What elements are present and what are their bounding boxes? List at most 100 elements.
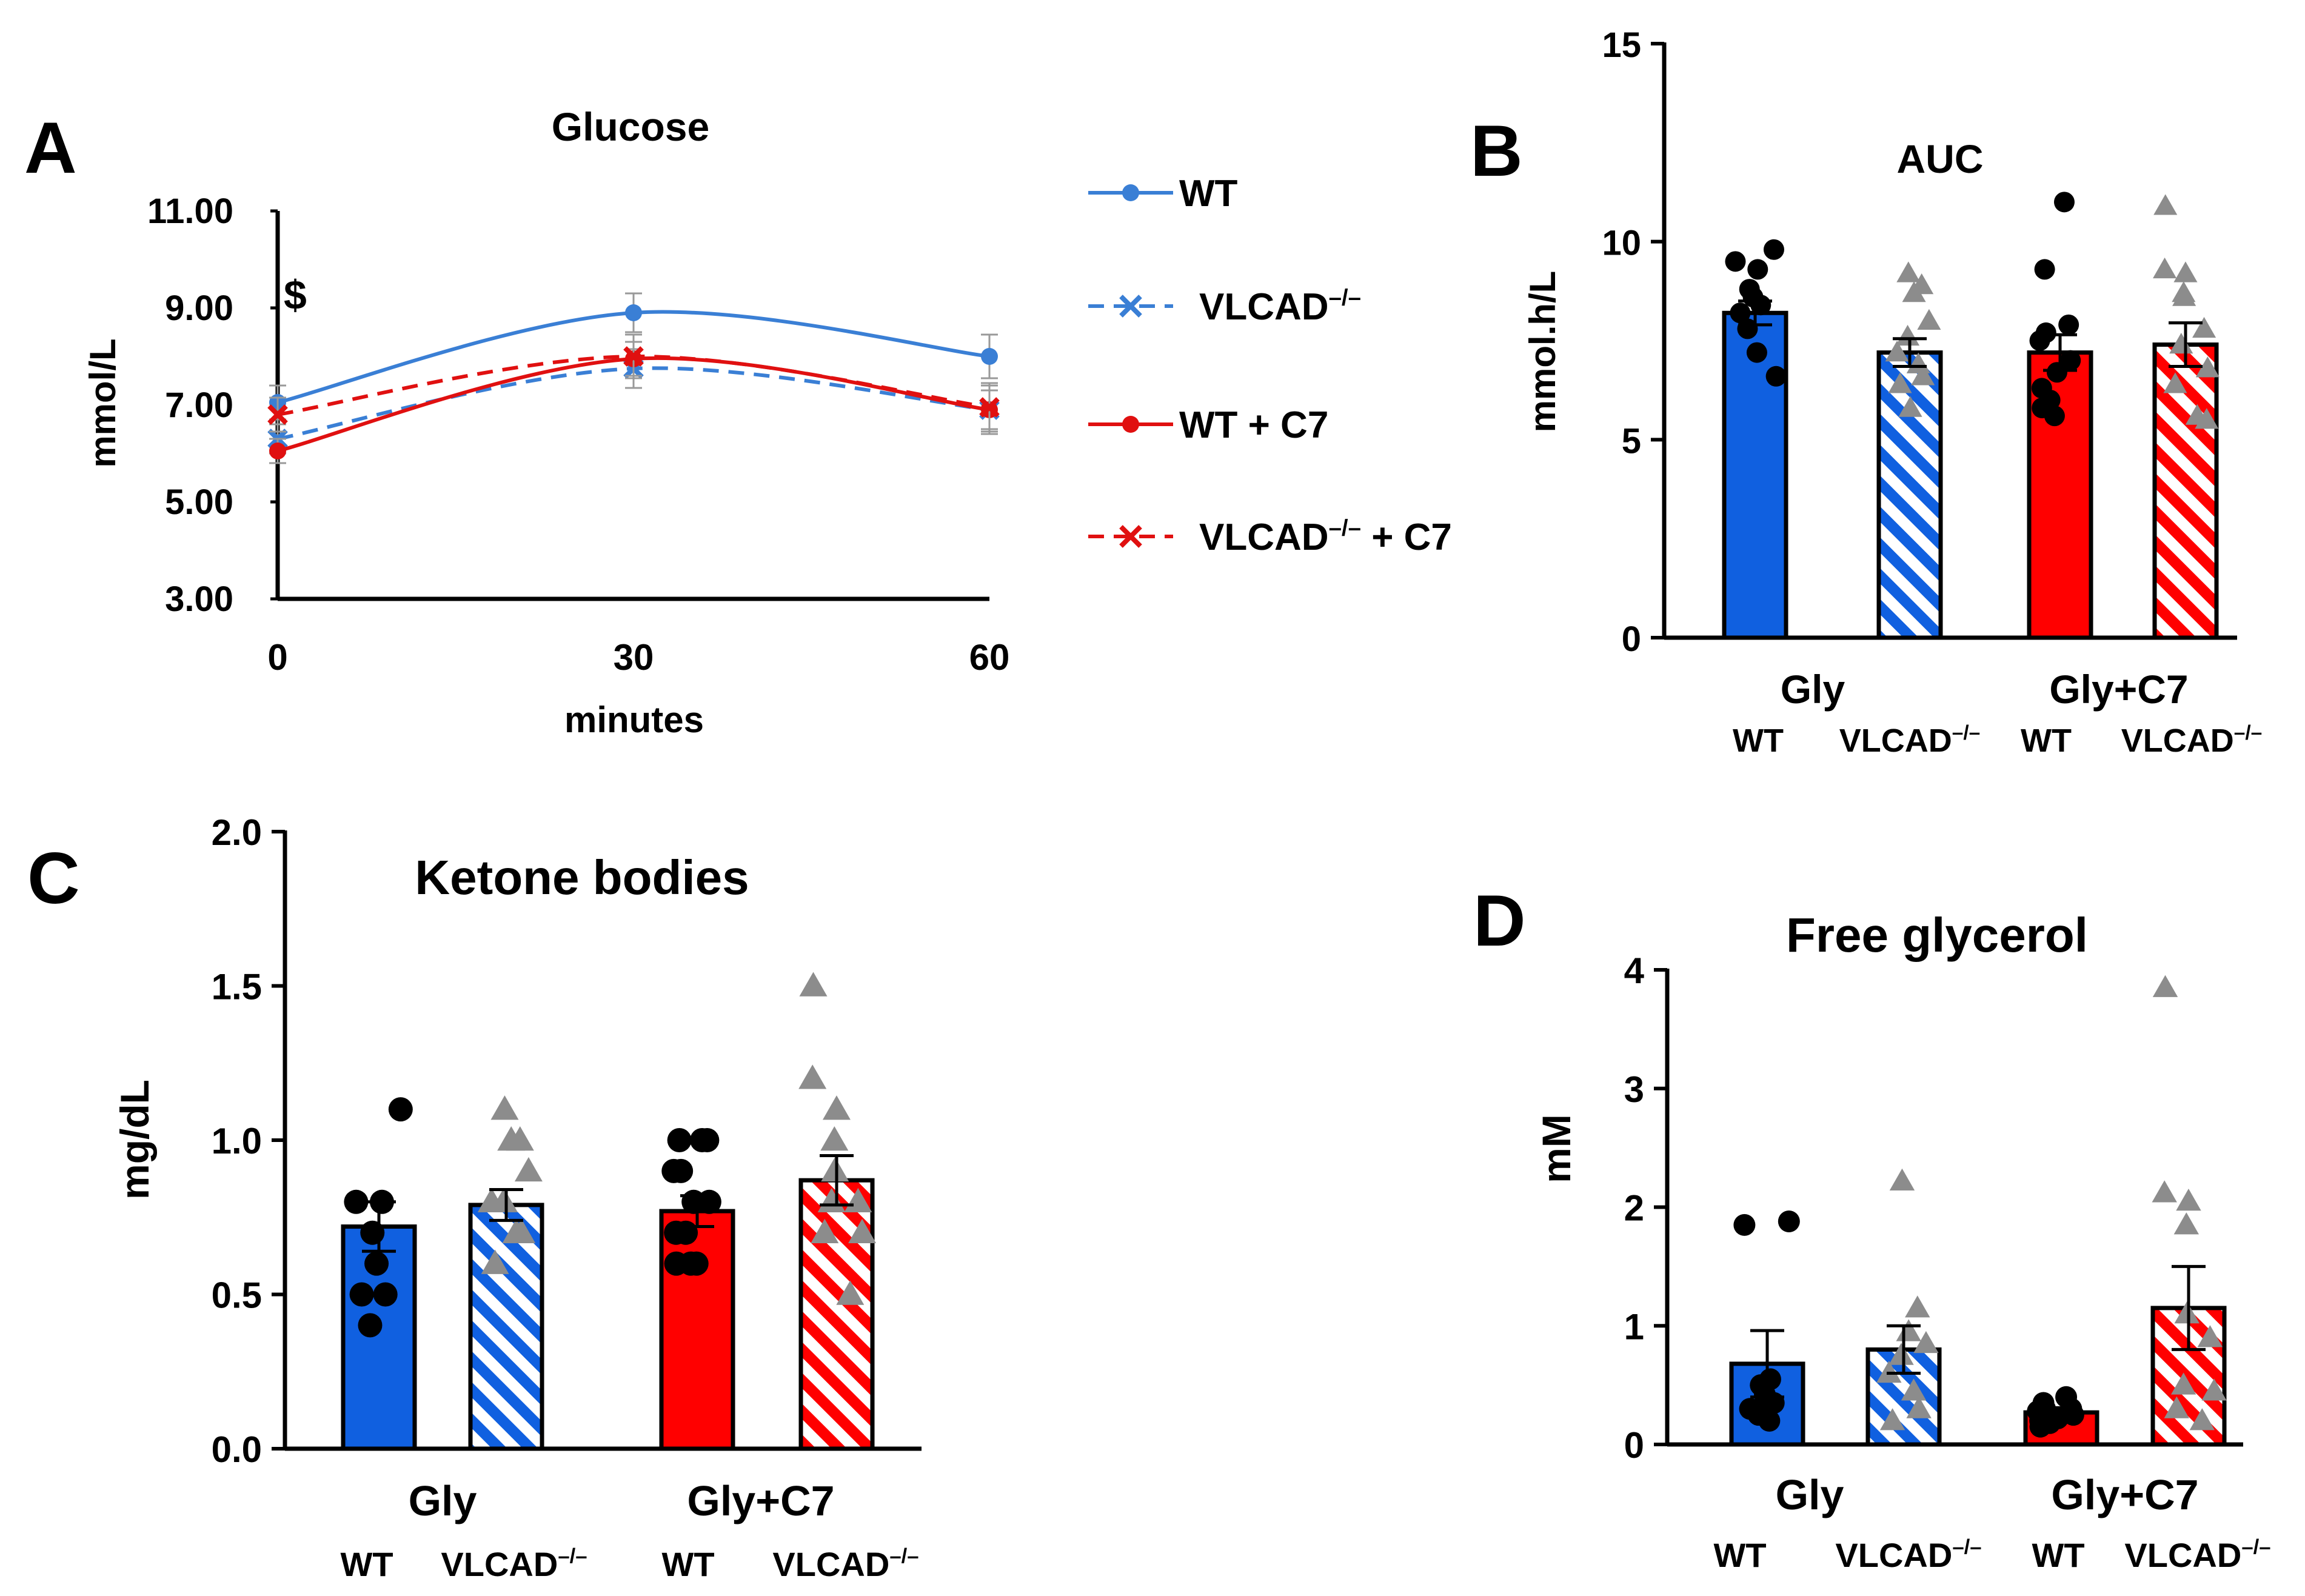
data-point-b [2053,192,2075,213]
data-point-a [269,442,286,459]
sub-label-d-0: WT [1713,1536,1766,1574]
sub-label-d-3: VLCAD–/– [2124,1536,2270,1574]
y-tick-label-c: 1.0 [212,1121,262,1161]
sub-label-d-0-main: WT [1713,1536,1766,1574]
legend-label-2: WT + C7 [1179,404,1328,446]
data-point-b [1917,309,1941,330]
sub-label-b-3-main: VLCAD [2121,723,2234,759]
data-point-c [507,1218,536,1243]
data-point-c [681,1189,706,1214]
y-tick-label-b: 15 [1602,25,1641,65]
sub-label-c-2: WT [661,1545,714,1583]
data-point-c [684,1251,709,1276]
data-point-d [1889,1168,1915,1190]
x-tick-label-a: 0 [267,637,287,678]
bar-b-3 [2152,342,2219,640]
data-point-d [2152,1180,2177,1203]
legend-label-3-tail: + C7 [1361,516,1452,558]
data-point-c [820,1126,849,1151]
y-tick-label-b: 5 [1622,421,1641,461]
data-point-c [373,1282,398,1307]
data-point-d [1778,1210,1800,1232]
y-tick-label-c: 1.5 [212,967,262,1007]
y-tick-label-b: 0 [1622,619,1641,659]
annotation-dollar: $ [284,272,307,318]
data-point-b [1896,324,1920,346]
legend-marker-1 [1119,295,1142,318]
data-point-d [1905,1295,1930,1318]
data-point-d [1906,1396,1932,1418]
data-point-b [1763,239,1784,260]
panel-label-a: A [24,107,77,189]
sub-label-d-2: WT [2032,1536,2084,1574]
y-tick-label-a: 5.00 [165,482,233,522]
y-tick-label-c: 0.0 [212,1429,262,1470]
data-point-d [2170,1372,2196,1395]
data-point-c [360,1220,385,1245]
data-point-c [695,1128,720,1152]
data-point-c [667,1128,692,1152]
data-point-d [2174,1301,2200,1324]
x-tick-label-a: 30 [614,637,654,678]
data-point-b [2058,314,2079,335]
data-point-c [349,1282,374,1307]
legend-label-0: WT [1179,173,1238,215]
glycerol-bar-panel: D Free glycerol mM 0 1 2 3 4 Gly Gly+C7 WT VLCAD… [1473,880,2271,1574]
chart-title-b: AUC [1897,136,1984,181]
y-axis-label-b: mmol.h/L [1522,271,1563,433]
ketone-bar-panel: C Ketone bodies mg/dL 0.0 0.5 1.0 1.5 2.0 Gly… [27,812,922,1583]
group-label-c: Gly+C7 [687,1477,834,1524]
data-point-b [2044,406,2065,427]
data-point-b [1888,372,1912,393]
data-point-d [2189,1408,2215,1431]
data-point-b [1898,396,1922,417]
y-tick-label-d: 0 [1624,1425,1644,1466]
sub-label-c-3-superscript: –/– [889,1545,918,1568]
sub-label-d-3-main: VLCAD [2124,1536,2241,1574]
y-tick-label-d: 2 [1624,1188,1644,1229]
data-point-d [1876,1360,1902,1383]
data-point-c [674,1220,698,1245]
y-axis-label-c: mg/dL [112,1080,157,1200]
data-point-c [477,1187,506,1213]
bar-b-1 [1876,350,1943,640]
sub-label-b-0-main: WT [1733,723,1784,759]
sub-label-c-0: WT [340,1545,393,1583]
sub-label-c-0-main: WT [340,1545,393,1583]
data-point-d [1913,1331,1939,1354]
data-point-b [2163,372,2187,393]
x-tick-label-a: 60 [969,637,1010,678]
sub-label-b-1-main: VLCAD [1839,723,1952,759]
data-point-b [2046,362,2067,383]
data-point-c [364,1251,389,1276]
legend-label-1: VLCAD–/– [1199,284,1361,328]
legend-label-3: VLCAD–/– + C7 [1199,515,1452,558]
data-point-d [1888,1343,1914,1365]
data-point-c [490,1095,519,1120]
data-point-d [2176,1189,2201,1211]
data-point-d [2173,1212,2200,1235]
data-point-a [979,397,1000,418]
data-point-c [514,1157,543,1182]
data-point-b [1765,366,1787,387]
sub-label-c-1: VLCAD–/– [441,1545,587,1583]
data-point-b [2195,356,2220,378]
data-point-c [836,1280,865,1305]
data-point-d [2197,1325,2223,1347]
data-point-c [799,972,828,997]
data-point-c [388,1097,413,1122]
sub-label-d-1-superscript: –/– [1952,1536,1981,1559]
y-axis-label-d: mM [1534,1114,1579,1183]
data-point-c [481,1249,509,1274]
data-point-b [1750,295,1771,316]
data-point-c [811,1218,839,1243]
y-tick-label-b: 10 [1602,224,1641,263]
data-point-c [798,1064,827,1089]
data-point-d [1896,1319,1921,1341]
chart-title-c: Ketone bodies [415,850,749,904]
data-point-d [1758,1409,1781,1432]
data-point-b [1746,342,1767,363]
group-label-d: Gly [1776,1471,1844,1518]
